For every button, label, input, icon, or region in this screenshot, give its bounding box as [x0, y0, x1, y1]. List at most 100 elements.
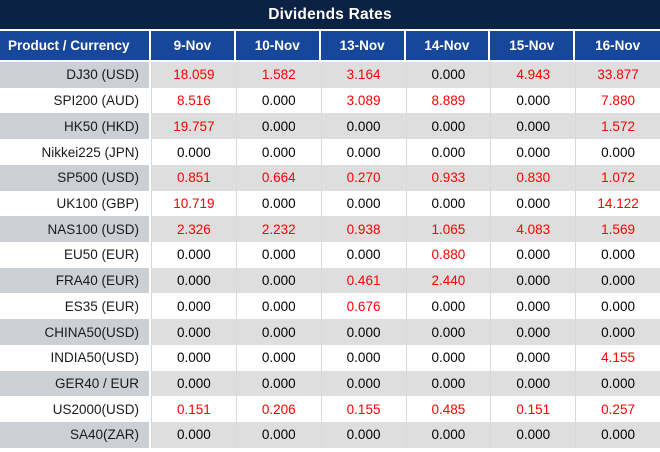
value-cell: 0.270: [320, 164, 406, 191]
value-cell: 8.516: [151, 87, 236, 114]
table-row: GER40 / EUR 0.000 0.000 0.000 0.000 0.000 0.00…: [0, 370, 660, 397]
value-cell: 8.889: [405, 87, 491, 114]
table-row: INDIA50(USD) 0.000 0.000 0.000 0.000 0.000 4.1…: [0, 344, 660, 371]
value-cell: 1.582: [235, 62, 321, 88]
value-cell: 0.000: [405, 344, 491, 371]
value-cell: 33.877: [575, 62, 660, 88]
value-cell: 0.151: [151, 396, 236, 423]
value-cell: 0.000: [405, 113, 491, 140]
value-cell: 0.830: [490, 164, 576, 191]
value-cell: 0.000: [320, 113, 406, 140]
value-cell: 0.000: [320, 139, 406, 165]
product-cell: DJ30 (USD): [0, 62, 151, 88]
value-cell: 1.572: [575, 113, 660, 140]
value-cell: 0.000: [151, 370, 236, 397]
value-cell: 0.000: [151, 293, 236, 320]
table-body: DJ30 (USD) 18.059 1.582 3.164 0.000 4.943 33.8…: [0, 62, 660, 448]
value-cell: 0.676: [320, 293, 406, 320]
value-cell: 0.000: [490, 113, 576, 140]
product-cell: US2000(USD): [0, 396, 151, 423]
value-cell: 0.000: [151, 319, 236, 345]
value-cell: 0.151: [490, 396, 576, 423]
product-cell: SPI200 (AUD): [0, 87, 151, 114]
value-cell: 1.569: [575, 216, 660, 243]
date-column-header: 9-Nov: [151, 31, 236, 62]
value-cell: 19.757: [151, 113, 236, 140]
value-cell: 0.000: [575, 319, 660, 345]
value-cell: 0.485: [405, 396, 491, 423]
value-cell: 0.000: [320, 319, 406, 345]
product-cell: EU50 (EUR): [0, 242, 151, 268]
value-cell: 0.000: [320, 344, 406, 371]
value-cell: 1.065: [405, 216, 491, 243]
table-row: FRA40 (EUR) 0.000 0.000 0.461 2.440 0.000 0.00…: [0, 267, 660, 294]
value-cell: 0.938: [320, 216, 406, 243]
value-cell: 18.059: [151, 62, 236, 88]
value-cell: 0.000: [405, 190, 491, 217]
value-cell: 0.000: [235, 267, 321, 294]
value-cell: 0.000: [320, 190, 406, 217]
product-cell: INDIA50(USD): [0, 344, 151, 371]
table-row: HK50 (HKD) 19.757 0.000 0.000 0.000 0.000 1.57…: [0, 113, 660, 140]
table-row: SPI200 (AUD) 8.516 0.000 3.089 8.889 0.000 7.8…: [0, 87, 660, 114]
value-cell: 0.000: [320, 422, 406, 448]
date-column-header: 13-Nov: [320, 31, 406, 62]
value-cell: 0.206: [235, 396, 321, 423]
widget-title: Dividends Rates: [268, 5, 392, 23]
value-cell: 0.000: [490, 267, 576, 294]
value-cell: 0.000: [320, 242, 406, 268]
value-cell: 1.072: [575, 164, 660, 191]
value-cell: 0.000: [235, 319, 321, 345]
date-column-header: 16-Nov: [575, 31, 660, 62]
value-cell: 0.000: [490, 344, 576, 371]
value-cell: 2.232: [235, 216, 321, 243]
value-cell: 0.664: [235, 164, 321, 191]
table-row: EU50 (EUR) 0.000 0.000 0.000 0.880 0.000 0.000: [0, 242, 660, 268]
value-cell: 0.000: [151, 267, 236, 294]
product-cell: GER40 / EUR: [0, 370, 151, 397]
value-cell: 0.880: [405, 242, 491, 268]
table-row: ES35 (EUR) 0.000 0.000 0.676 0.000 0.000 0.000: [0, 293, 660, 320]
value-cell: 2.326: [151, 216, 236, 243]
value-cell: 0.000: [151, 242, 236, 268]
value-cell: 0.000: [235, 139, 321, 165]
value-cell: 0.000: [575, 422, 660, 448]
value-cell: 0.000: [405, 422, 491, 448]
value-cell: 0.155: [320, 396, 406, 423]
table-row: UK100 (GBP) 10.719 0.000 0.000 0.000 0.000 14.…: [0, 190, 660, 217]
table-row: NAS100 (USD) 2.326 2.232 0.938 1.065 4.083 1.5…: [0, 216, 660, 243]
value-cell: 0.933: [405, 164, 491, 191]
value-cell: 7.880: [575, 87, 660, 114]
value-cell: 0.000: [490, 293, 576, 320]
value-cell: 4.943: [490, 62, 576, 88]
value-cell: 0.000: [575, 267, 660, 294]
value-cell: 4.155: [575, 344, 660, 371]
value-cell: 0.000: [490, 370, 576, 397]
value-cell: 0.000: [490, 242, 576, 268]
value-cell: 0.851: [151, 164, 236, 191]
value-cell: 0.000: [405, 293, 491, 320]
product-cell: CHINA50(USD): [0, 319, 151, 345]
value-cell: 0.000: [151, 344, 236, 371]
table-row: SP500 (USD) 0.851 0.664 0.270 0.933 0.830 1.07…: [0, 164, 660, 191]
value-cell: 3.164: [320, 62, 406, 88]
table-header-row: Product / Currency 9-Nov 10-Nov 13-Nov 14-No…: [0, 31, 660, 62]
product-cell: UK100 (GBP): [0, 190, 151, 217]
product-cell: ES35 (EUR): [0, 293, 151, 320]
date-column-header: 15-Nov: [490, 31, 576, 62]
value-cell: 0.000: [320, 370, 406, 397]
value-cell: 0.000: [405, 62, 491, 88]
rates-table: Product / Currency 9-Nov 10-Nov 13-Nov 14-No…: [0, 31, 660, 448]
product-cell: NAS100 (USD): [0, 216, 151, 243]
value-cell: 0.000: [575, 139, 660, 165]
value-cell: 0.000: [490, 422, 576, 448]
product-currency-header: Product / Currency: [0, 31, 151, 62]
date-column-header: 10-Nov: [235, 31, 321, 62]
value-cell: 0.000: [235, 87, 321, 114]
table-row: SA40(ZAR) 0.000 0.000 0.000 0.000 0.000 0.000: [0, 422, 660, 448]
value-cell: 0.000: [235, 113, 321, 140]
value-cell: 0.000: [235, 242, 321, 268]
product-cell: SA40(ZAR): [0, 422, 151, 448]
product-cell: SP500 (USD): [0, 164, 151, 191]
value-cell: 0.000: [235, 422, 321, 448]
